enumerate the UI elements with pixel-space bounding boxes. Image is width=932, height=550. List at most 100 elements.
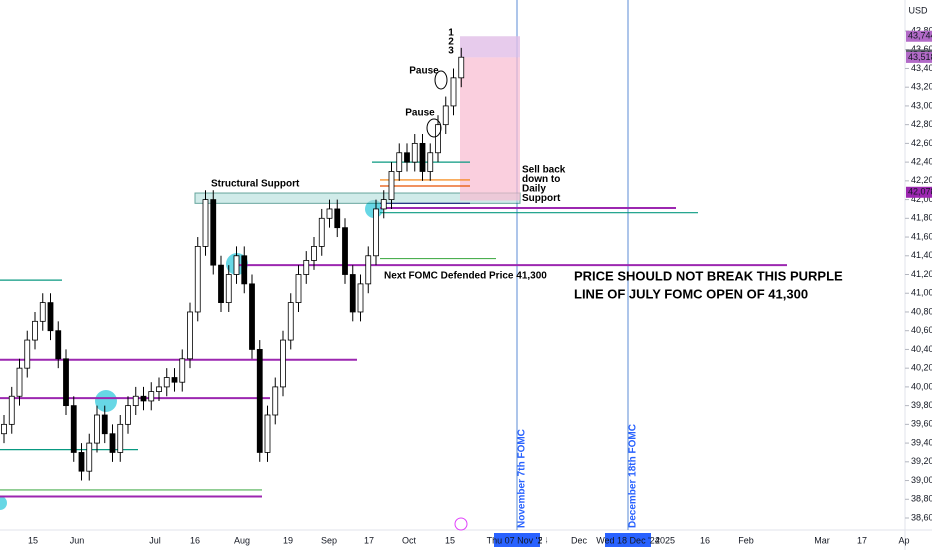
- candle-body: [39, 302, 46, 322]
- candle-body: [326, 208, 333, 219]
- candle-body: [218, 264, 224, 304]
- candle-body: [396, 152, 403, 172]
- candle-body: [202, 199, 209, 247]
- y-tick-label: 39,400: [911, 437, 932, 447]
- y-tick-label: 39,800: [911, 400, 932, 410]
- candle-body: [63, 358, 69, 407]
- candle-body: [342, 227, 348, 275]
- candle-body: [179, 358, 186, 383]
- event-icon: [454, 517, 468, 531]
- candle-body: [458, 56, 465, 79]
- x-tick-label: 5: [538, 535, 543, 545]
- x-tick-label: Jun: [70, 535, 85, 545]
- pause-label: Pause: [405, 108, 435, 119]
- x-tick-label: 15: [445, 535, 455, 545]
- candle-body: [210, 199, 217, 266]
- wave-label: 1: [448, 28, 454, 39]
- candle-body: [32, 320, 38, 341]
- y-tick-label: 41,400: [911, 250, 932, 260]
- y-tick-label: 41,800: [911, 213, 932, 223]
- candle-body: [349, 274, 356, 313]
- candle-body: [47, 302, 54, 332]
- price-badge: [906, 186, 932, 198]
- candle-body: [450, 77, 457, 107]
- date-badge: [494, 533, 540, 547]
- candle-body: [194, 246, 201, 313]
- highlight: [95, 390, 117, 412]
- y-tick-label: 38,800: [911, 494, 932, 504]
- candle-body: [334, 208, 341, 229]
- x-tick-label: 16: [700, 535, 710, 545]
- x-tick-label: Sep: [321, 535, 337, 545]
- y-tick-label: 40,200: [911, 363, 932, 373]
- candle-body: [225, 274, 232, 304]
- candle-body: [156, 386, 162, 392]
- candle-body: [411, 142, 418, 163]
- wave-label: 3: [448, 46, 454, 57]
- candle-body: [256, 349, 263, 453]
- candle-body: [171, 377, 178, 383]
- candle-body: [70, 405, 77, 453]
- price-badge: [906, 30, 932, 42]
- candle-body: [435, 124, 441, 154]
- candle-body: [24, 339, 31, 369]
- price-badge-label: 43,518: [908, 52, 932, 62]
- candle-body: [280, 339, 286, 388]
- candle-body: [318, 217, 325, 247]
- y-tick-label: 40,800: [911, 306, 932, 316]
- candle-body: [295, 274, 302, 304]
- pause-circle: [434, 70, 448, 90]
- y-tick-label: 42,800: [911, 119, 932, 129]
- candle-body: [404, 152, 410, 163]
- y-tick-label: 40,400: [911, 344, 932, 354]
- candle-body: [303, 260, 310, 275]
- x-tick-label: 17: [364, 535, 374, 545]
- wave-label: 2: [448, 37, 454, 48]
- candle-body: [380, 199, 387, 210]
- highlight: [0, 496, 7, 510]
- y-tick-label: 42,600: [911, 138, 932, 148]
- x-tick-label: Aug: [234, 535, 250, 545]
- fomc-vertical: November 7th FOMC: [517, 429, 528, 528]
- candle-body: [272, 386, 279, 416]
- sell-back-label: down to: [522, 174, 560, 185]
- y-tick-label: 39,600: [911, 419, 932, 429]
- candle-body: [357, 283, 364, 313]
- candle-body: [442, 105, 449, 126]
- y-tick-label: 42,400: [911, 156, 932, 166]
- price-badge-label: 42,078: [908, 187, 932, 197]
- candle-body: [55, 330, 62, 360]
- candle-body: [249, 283, 255, 350]
- y-tick-label: 41,000: [911, 288, 932, 298]
- y-tick-label: 41,600: [911, 231, 932, 241]
- x-tick-label: 19: [283, 535, 293, 545]
- candle-body: [427, 152, 434, 172]
- date-badge: [605, 533, 651, 547]
- candle-body: [187, 311, 193, 360]
- y-tick-label: 42,200: [911, 175, 932, 185]
- y-tick-label: 38,600: [911, 512, 932, 522]
- candle-body: [86, 442, 93, 472]
- axis-mask: [542, 533, 546, 547]
- y-tick-label: 43,400: [911, 63, 932, 73]
- candle-body: [233, 255, 240, 275]
- price-badge-label: 43,744: [908, 31, 932, 41]
- x-tick-label: Jul: [149, 535, 161, 545]
- candle-body: [365, 255, 372, 285]
- candle-body: [132, 395, 139, 407]
- y-tick-label: 43,600: [911, 44, 932, 54]
- sell-back-label: Support: [522, 193, 561, 204]
- candle-body: [373, 208, 379, 257]
- x-tick-label: Ap: [898, 535, 909, 545]
- candle-body: [264, 414, 271, 453]
- candle-body: [94, 414, 100, 444]
- candle-body: [125, 405, 131, 425]
- x-tick-label: Thu 07 Nov '24: [487, 535, 548, 545]
- candle-body: [78, 452, 85, 472]
- structural-label: Structural Support: [211, 179, 300, 190]
- price-badge: [906, 51, 932, 63]
- fomc-vertical: December 18th FOMC: [628, 424, 639, 528]
- candle-body: [117, 423, 124, 453]
- y-tick-label: 40,600: [911, 325, 932, 335]
